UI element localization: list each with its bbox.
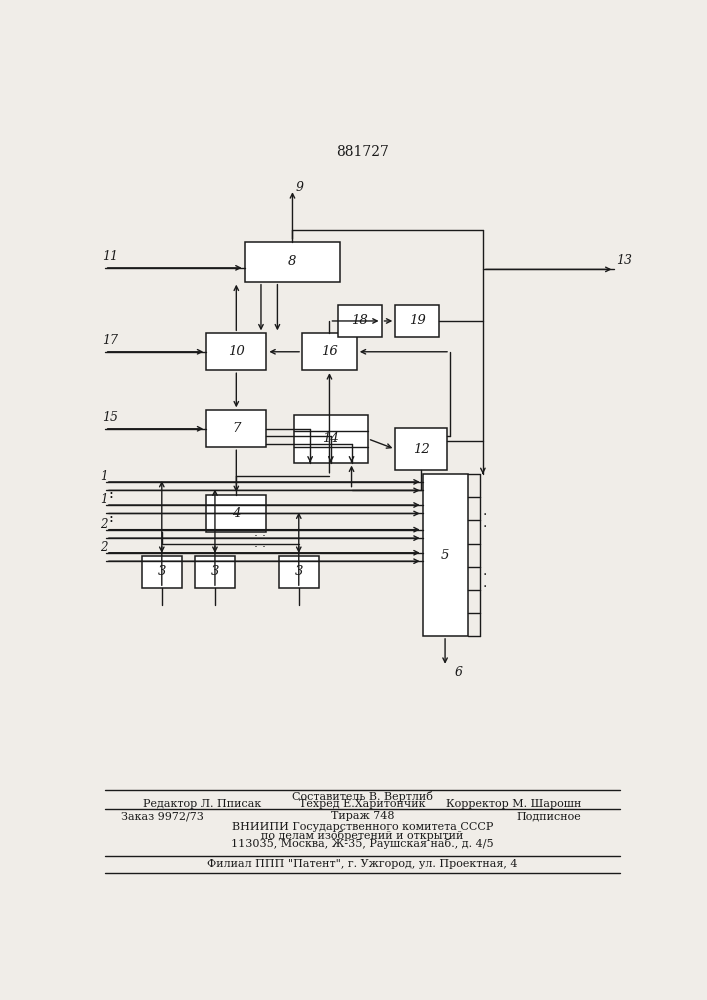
Text: 2: 2 — [100, 541, 108, 554]
Text: 7: 7 — [232, 422, 240, 435]
Text: 16: 16 — [321, 345, 338, 358]
Text: 2: 2 — [100, 518, 108, 531]
Bar — [245, 242, 341, 282]
Text: 3: 3 — [158, 565, 166, 578]
Text: 13: 13 — [616, 254, 632, 267]
Bar — [195, 556, 235, 588]
Bar — [395, 428, 448, 470]
Text: Техред Е.Харитончик: Техред Е.Харитончик — [299, 799, 426, 809]
Text: ·: · — [109, 511, 114, 526]
Text: 5: 5 — [441, 549, 449, 562]
Text: Филиал ППП "Патент", г. Ужгород, ул. Проектная, 4: Филиал ППП "Патент", г. Ужгород, ул. Про… — [207, 859, 518, 869]
Bar — [279, 556, 319, 588]
Text: 6: 6 — [455, 666, 463, 679]
Bar — [142, 556, 182, 588]
Bar — [206, 333, 267, 370]
Bar — [395, 305, 439, 337]
Text: ·: · — [482, 580, 486, 594]
Text: Составитель В. Вертлиб: Составитель В. Вертлиб — [292, 791, 433, 802]
Bar — [338, 305, 382, 337]
Text: Корректор М. Шарошн: Корректор М. Шарошн — [446, 799, 582, 809]
Text: Тираж 748: Тираж 748 — [331, 811, 394, 821]
Text: 113035, Москва, Ж-35, Раушская наб., д. 4/5: 113035, Москва, Ж-35, Раушская наб., д. … — [231, 838, 493, 849]
Text: ·: · — [109, 515, 114, 530]
Text: 12: 12 — [413, 443, 430, 456]
Text: ·: · — [482, 508, 486, 522]
Text: Подписное: Подписное — [517, 811, 582, 821]
Text: · ·: · · — [254, 541, 266, 554]
Text: ·: · — [109, 487, 114, 502]
Bar — [206, 495, 267, 532]
Bar — [302, 333, 357, 370]
Text: 14: 14 — [322, 432, 339, 445]
Text: 15: 15 — [102, 411, 118, 424]
Text: 19: 19 — [409, 314, 426, 327]
Text: 1: 1 — [100, 470, 108, 483]
Text: 881727: 881727 — [336, 145, 389, 159]
Text: по делам изобретений и открытий: по делам изобретений и открытий — [261, 830, 464, 841]
Text: 4: 4 — [232, 507, 240, 520]
Text: 10: 10 — [228, 345, 245, 358]
Text: ·: · — [109, 491, 114, 506]
Text: 8: 8 — [288, 255, 297, 268]
Text: 3: 3 — [211, 565, 219, 578]
Bar — [423, 474, 467, 636]
Text: 17: 17 — [102, 334, 118, 347]
Bar — [206, 410, 267, 447]
Text: 1: 1 — [100, 493, 108, 506]
Bar — [294, 415, 368, 463]
Text: 9: 9 — [296, 181, 303, 194]
Text: ВНИИПИ Государственного комитета СССР: ВНИИПИ Государственного комитета СССР — [232, 822, 493, 832]
Text: 11: 11 — [102, 250, 118, 263]
Text: Редактор Л. Пписак: Редактор Л. Пписак — [144, 799, 262, 809]
Text: Заказ 9972/73: Заказ 9972/73 — [122, 811, 204, 821]
Text: · ·: · · — [254, 530, 266, 543]
Text: 3: 3 — [295, 565, 303, 578]
Text: 18: 18 — [351, 314, 368, 327]
Text: ·: · — [482, 568, 486, 582]
Text: ·: · — [482, 520, 486, 534]
